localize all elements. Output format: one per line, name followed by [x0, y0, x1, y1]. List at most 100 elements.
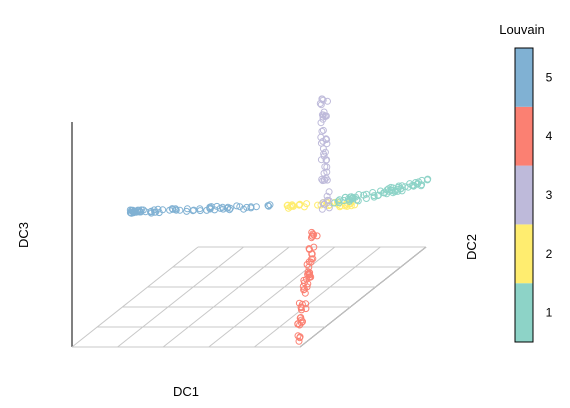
legend-ticks: 1 2 3 4 5	[546, 70, 553, 319]
cluster-4-point	[301, 289, 309, 297]
grid-line	[162, 246, 290, 348]
cluster-1-point	[369, 189, 377, 196]
cluster-3-point	[321, 148, 329, 156]
x-axis-label: DC1	[173, 384, 199, 399]
cluster-1-point	[394, 183, 402, 191]
legend-swatch	[515, 165, 533, 225]
cluster-4-point	[306, 273, 314, 281]
cluster-1-point	[424, 175, 432, 183]
cluster-1-point	[387, 186, 395, 194]
axes	[71, 122, 427, 348]
cluster-5-point	[236, 203, 244, 211]
cluster-4-point	[304, 268, 312, 276]
cluster-3-point	[323, 192, 331, 200]
cluster-1-point	[354, 197, 362, 205]
grid-line	[299, 246, 427, 348]
cluster-5-point	[265, 202, 273, 210]
cluster-5-point	[168, 205, 176, 213]
cluster-4-point	[308, 255, 315, 263]
cluster-5-point	[226, 204, 234, 212]
cluster-1-point	[362, 190, 370, 198]
cluster-4-point	[298, 300, 306, 308]
cluster-5-point	[172, 205, 180, 213]
cluster-3-point	[318, 205, 326, 213]
legend-swatch	[515, 224, 533, 284]
grid-line	[254, 246, 381, 348]
legend-tick-label: 3	[546, 188, 553, 202]
cluster-4-point	[304, 280, 312, 288]
legend-tick-label: 1	[546, 306, 553, 320]
legend-title: Louvain	[499, 22, 545, 37]
legend-tick-label: 5	[546, 70, 553, 84]
grid-line	[208, 246, 336, 348]
legend-tick-label: 2	[546, 247, 553, 261]
cluster-1-point	[348, 195, 356, 203]
cluster-1-point	[380, 189, 388, 197]
cluster-5-point	[219, 203, 227, 211]
grid-line	[117, 246, 244, 348]
cluster-5-point	[147, 208, 154, 216]
cluster-5-point	[247, 203, 255, 211]
cluster-3-point	[319, 126, 327, 134]
cluster-4-point	[310, 243, 318, 251]
cluster-4-point	[308, 228, 316, 236]
cluster-4-point	[296, 334, 304, 342]
z-axis-label: DC3	[16, 222, 31, 248]
cluster-4-point	[300, 286, 308, 294]
legend-colorbar	[514, 47, 534, 343]
cluster-4-point	[308, 232, 316, 240]
cluster-1-point	[414, 180, 422, 188]
cluster-5-point	[139, 206, 147, 214]
cluster-3-point	[324, 97, 331, 105]
cluster-5-point	[176, 206, 184, 214]
cluster-5-point	[252, 203, 260, 211]
legend-swatch	[515, 48, 533, 107]
legend-border	[514, 47, 534, 343]
cluster-5-point	[129, 206, 137, 214]
cluster-4-point	[302, 305, 310, 313]
cluster-5-point	[233, 202, 241, 210]
cluster-2-point	[295, 201, 303, 209]
cluster-3-point	[321, 176, 329, 184]
cluster-5-point	[126, 206, 134, 214]
cluster-3-point	[319, 113, 327, 121]
cluster-4-point	[296, 321, 304, 329]
cluster-1-point	[404, 183, 412, 191]
cluster-3-point	[325, 204, 333, 212]
cluster-4-point	[297, 314, 305, 321]
cluster-5-point	[142, 208, 149, 216]
cluster-3-point	[319, 145, 327, 153]
cluster-5-point	[150, 206, 158, 214]
cluster-3-point	[323, 136, 331, 143]
cluster-3-point	[322, 112, 330, 120]
cluster-2-point	[296, 200, 304, 208]
cluster-4-point	[308, 250, 316, 258]
cluster-3-point	[317, 133, 325, 141]
cluster-3-point	[318, 95, 326, 103]
cluster-5-point	[190, 206, 198, 214]
cluster-3-point	[321, 163, 329, 171]
cluster-1-point	[383, 190, 391, 198]
cluster-3-point	[316, 100, 324, 107]
cluster-2-point	[284, 201, 292, 209]
cluster-5-point	[203, 206, 211, 214]
cluster-1-point	[336, 196, 343, 204]
legend-tick-label: 4	[546, 129, 553, 143]
grid-line	[71, 246, 199, 348]
cluster-4-point	[300, 279, 308, 287]
cluster-2-point	[288, 202, 296, 210]
cluster-4-point	[302, 300, 310, 308]
cluster-1-point	[370, 193, 378, 201]
cluster-5-point	[169, 205, 177, 213]
cluster-3-point	[317, 156, 325, 164]
cluster-3-point	[319, 199, 327, 207]
legend-swatch	[515, 106, 533, 166]
cluster-1-point	[345, 197, 353, 205]
cluster-4-point	[297, 319, 305, 327]
cluster-1-point	[334, 197, 342, 205]
cluster-4-point	[313, 232, 321, 240]
cluster-3-point	[325, 188, 333, 196]
cluster-3-point	[323, 156, 331, 164]
cluster-5-point	[243, 203, 251, 211]
